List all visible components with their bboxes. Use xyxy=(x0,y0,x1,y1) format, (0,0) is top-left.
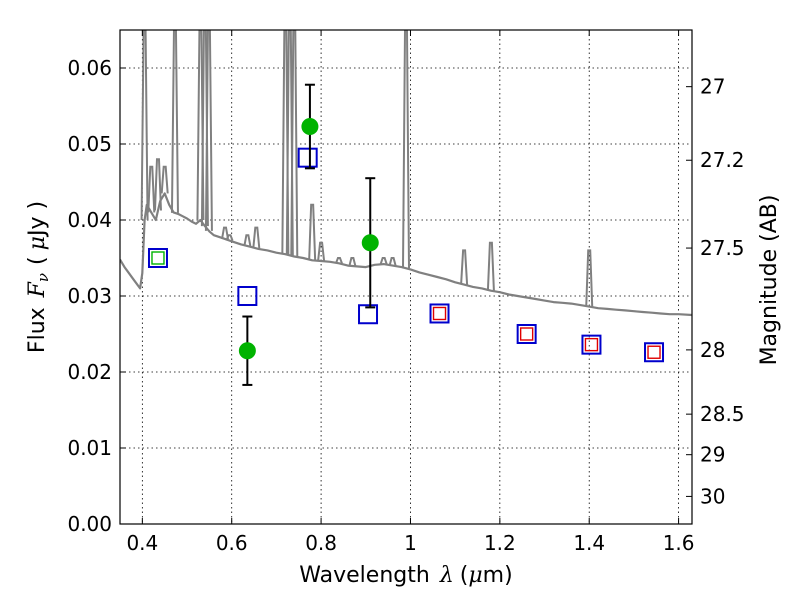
model-point xyxy=(237,286,258,306)
y-tick-label: 0.00 xyxy=(67,512,112,536)
emission-line xyxy=(204,30,213,231)
y2-tick-label: 28.5 xyxy=(700,402,745,426)
emission-line xyxy=(153,158,162,211)
spectrum-line xyxy=(120,192,692,317)
observed-point xyxy=(238,342,256,360)
y-tick-label: 0.03 xyxy=(67,284,112,308)
observed-point xyxy=(301,118,319,136)
x-tick-label: 1 xyxy=(404,531,417,555)
emission-line xyxy=(290,30,299,257)
model-point-inner xyxy=(647,345,661,359)
y2-tick-label: 28 xyxy=(700,338,725,362)
y2-tick-label: 30 xyxy=(700,484,725,508)
y-tick-label: 0.01 xyxy=(67,436,112,460)
y2-tick-label: 27.5 xyxy=(700,236,745,260)
emission-line xyxy=(348,257,357,267)
observed-point xyxy=(361,234,379,252)
emission-line xyxy=(147,165,156,213)
emission-line xyxy=(160,165,169,194)
model-point xyxy=(297,147,318,168)
y2-tick-label: 29 xyxy=(700,443,725,467)
y-tick-label: 0.02 xyxy=(67,360,112,384)
model-point-inner xyxy=(519,327,534,341)
plot-frame xyxy=(119,29,693,525)
emission-line xyxy=(388,257,397,266)
y-tick-label: 0.05 xyxy=(67,132,112,156)
y-tick-label: 0.06 xyxy=(67,56,112,80)
emission-line xyxy=(170,30,179,213)
emission-line xyxy=(402,30,410,269)
x-tick-label: 0.4 xyxy=(126,531,158,555)
emission-line xyxy=(335,257,343,264)
emission-line xyxy=(221,226,230,240)
model-point-inner xyxy=(432,306,447,321)
emission-line xyxy=(585,249,594,307)
model-point xyxy=(581,334,602,355)
emission-line xyxy=(317,241,326,262)
x-tick-label: 1.6 xyxy=(663,531,695,555)
model-point-inner xyxy=(151,251,165,265)
emission-line xyxy=(486,241,495,291)
x-axis-label: Wavelength λ (μm) xyxy=(299,563,512,588)
plot-area xyxy=(120,30,692,386)
x-tick-label: 0.6 xyxy=(216,531,248,555)
model-point xyxy=(147,248,168,268)
model-point-inner xyxy=(584,337,599,352)
x-tick-label: 1.2 xyxy=(484,531,516,555)
x-tick-label: 1.4 xyxy=(573,531,605,555)
model-point xyxy=(358,304,379,325)
emission-line xyxy=(308,203,317,261)
y2-axis-label: Magnitude (AB) xyxy=(757,195,782,366)
emission-line xyxy=(252,226,261,249)
model-point xyxy=(644,342,665,363)
y-tick-label: 0.04 xyxy=(67,208,112,232)
y2-tick-label: 27.2 xyxy=(700,148,745,172)
emission-line xyxy=(379,257,388,265)
x-tick-label: 0.8 xyxy=(305,531,337,555)
axis-ticks: 0.4 0.6 0.8 1 1.2 1.4 1.6 0.00 0.01 0.02 0.03 0.04 0… xyxy=(67,30,745,555)
emission-line xyxy=(243,234,252,247)
model-point xyxy=(429,303,450,324)
emission-line xyxy=(460,249,469,285)
y-axis-label: FluxFν(μJy ) xyxy=(25,201,52,353)
emission-line xyxy=(225,234,234,241)
y2-tick-label: 27 xyxy=(700,75,725,99)
model-point xyxy=(516,324,537,344)
emission-line xyxy=(140,30,149,221)
